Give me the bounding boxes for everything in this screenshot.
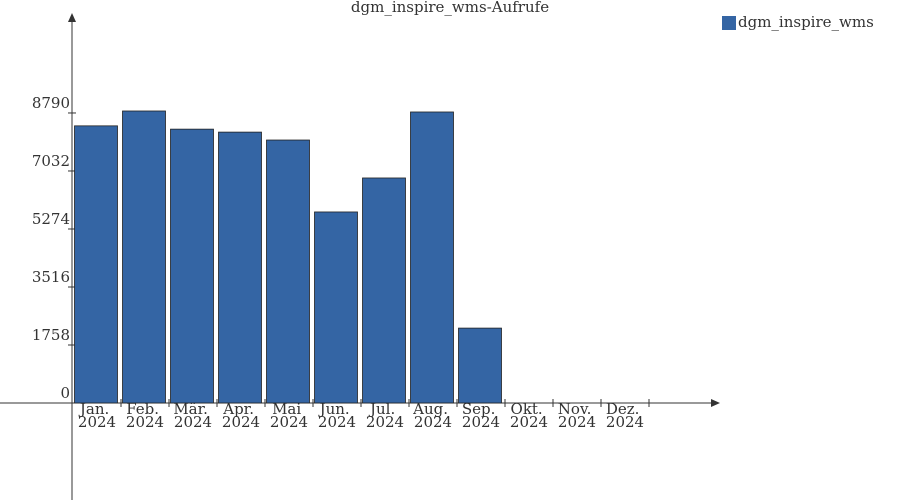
bar	[74, 125, 118, 404]
x-tick-label: Dez. 2024	[606, 400, 644, 431]
bar	[410, 111, 454, 404]
y-tick-label: 8790	[32, 94, 70, 112]
bar	[266, 139, 310, 404]
bar	[314, 211, 358, 404]
y-tick-label: 1758	[32, 326, 70, 344]
y-tick-label: 0	[60, 384, 70, 402]
x-tick-label: Apr. 2024	[222, 400, 260, 431]
x-tick-label: Mai 2024	[270, 400, 308, 431]
x-tick-label: Mär. 2024	[173, 400, 212, 431]
legend-swatch	[722, 16, 736, 30]
bar	[218, 131, 262, 404]
bar	[458, 327, 502, 404]
x-tick-label: Jun. 2024	[318, 400, 357, 431]
y-tick-label: 5274	[32, 210, 70, 228]
x-tick-label: Okt. 2024	[510, 400, 548, 431]
x-tick-label: Feb. 2024	[126, 400, 164, 431]
x-tick-label: Jan. 2024	[78, 400, 116, 431]
bar	[122, 110, 166, 404]
x-tick-label: Nov. 2024	[558, 400, 596, 431]
legend-label: dgm_inspire_wms	[738, 13, 874, 31]
y-tick-label: 7032	[32, 152, 70, 170]
bar	[362, 177, 406, 404]
x-tick-label: Jul. 2024	[366, 400, 404, 431]
x-tick-label: Sep. 2024	[462, 400, 500, 431]
x-axis-arrow	[711, 399, 720, 407]
y-axis-arrow	[68, 13, 76, 22]
bar	[170, 128, 214, 404]
chart-title: dgm_inspire_wms-Aufrufe	[351, 0, 549, 16]
x-tick-label: Aug. 2024	[412, 400, 453, 431]
y-tick-label: 3516	[32, 268, 70, 286]
